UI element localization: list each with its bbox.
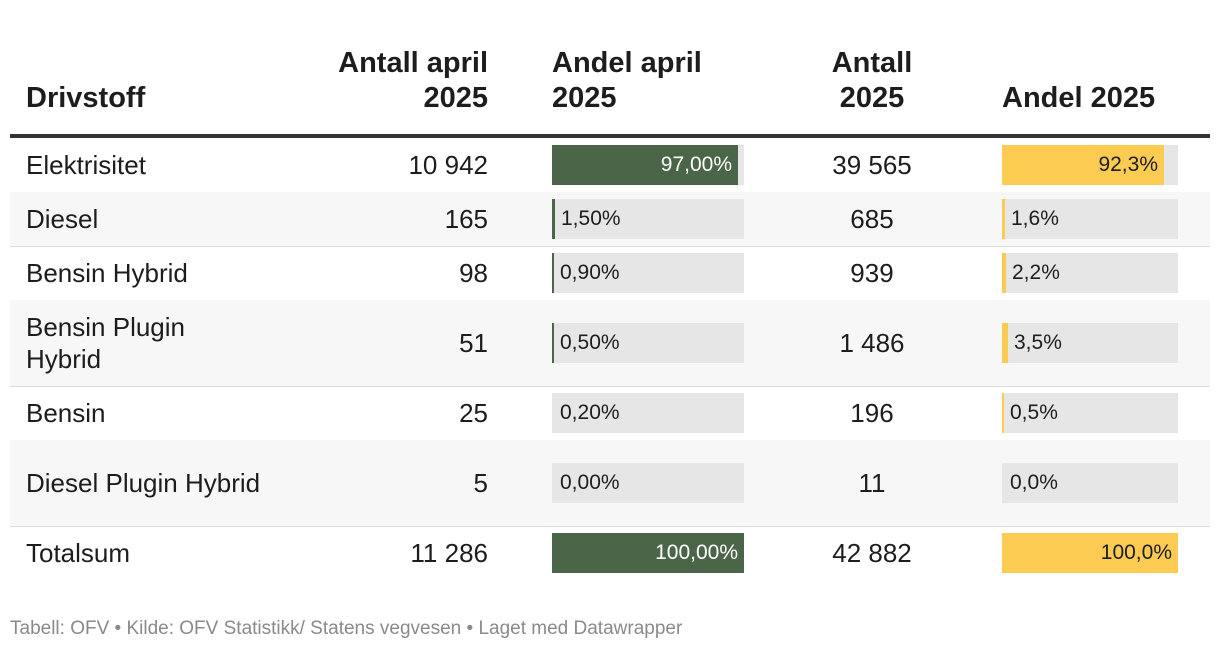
header-antall-2025: Antall 2025 [831, 47, 913, 114]
drivstoff-cell: Totalsum [26, 538, 131, 568]
andel-2025-bar-fill [1002, 323, 1008, 363]
andel-april-bar: 1,50% [552, 199, 744, 239]
andel-april-bar: 97,00% [552, 145, 744, 185]
antall-april-cell: 10 942 [408, 149, 488, 180]
header-drivstoff: Drivstoff [26, 82, 146, 114]
table-row: Elektrisitet 10 942 97,00% 39 565 92,3% [10, 138, 1210, 193]
antall-2025-cell: 39 565 [832, 149, 912, 180]
andel-april-label: 0,50% [560, 331, 620, 354]
footer-credits: Tabell: OFV • Kilde: OFV Statistikk/ Sta… [10, 618, 683, 639]
andel-2025-label: 3,5% [1014, 331, 1062, 354]
andel-april-label: 0,20% [560, 401, 620, 424]
andel-2025-bar-fill [1002, 533, 1178, 573]
andel-april-bar-fill [552, 199, 555, 239]
drivstoff-cell: Bensin Plugin Hybrid [26, 312, 185, 374]
andel-april-bar-fill [552, 323, 554, 363]
antall-april-cell: 165 [444, 203, 488, 234]
andel-2025-bar: 0,5% [1002, 393, 1178, 433]
header-andel-april: Andel april 2025 [552, 47, 702, 114]
antall-april-cell: 98 [459, 257, 488, 288]
header-antall-april: Antall april 2025 [338, 47, 488, 114]
table-row: Totalsum 11 286 100,00% 42 882 100,0% [10, 526, 1210, 580]
andel-2025-bar-fill [1002, 393, 1004, 433]
andel-april-label: 100,00% [655, 541, 738, 564]
antall-april-cell: 11 286 [410, 537, 488, 568]
andel-2025-bar: 92,3% [1002, 145, 1178, 185]
antall-april-cell: 5 [473, 467, 488, 498]
andel-2025-label: 2,2% [1012, 261, 1060, 284]
antall-2025-cell: 196 [850, 397, 894, 428]
table-row: Bensin Hybrid 98 0,90% 939 2,2% [10, 246, 1210, 301]
antall-april-cell: 25 [459, 397, 488, 428]
andel-2025-label: 92,3% [1098, 153, 1158, 176]
andel-april-bar-fill [552, 145, 738, 185]
andel-april-bar-fill [552, 253, 554, 293]
andel-april-bar: 100,00% [552, 533, 744, 573]
andel-2025-label: 0,5% [1010, 401, 1058, 424]
andel-2025-bar-fill [1002, 145, 1164, 185]
drivstoff-cell: Bensin [26, 398, 106, 428]
drivstoff-cell: Diesel Plugin Hybrid [26, 468, 261, 498]
table-row: Bensin Plugin Hybrid 51 0,50% 1 486 3,5% [10, 300, 1210, 387]
table-row: Diesel 165 1,50% 685 1,6% [10, 192, 1210, 247]
drivstoff-cell: Diesel [26, 204, 99, 234]
header-andel-2025: Andel 2025 [1002, 82, 1156, 114]
andel-2025-bar: 100,0% [1002, 533, 1178, 573]
andel-2025-label: 0,0% [1010, 471, 1058, 494]
drivstoff-cell: Bensin Hybrid [26, 258, 188, 288]
andel-april-bar: 0,50% [552, 323, 744, 363]
antall-2025-cell: 1 486 [839, 327, 905, 358]
andel-2025-bar-fill [1002, 199, 1005, 239]
antall-2025-cell: 11 [858, 467, 886, 498]
andel-april-bar-fill [552, 533, 744, 573]
antall-april-cell: 51 [459, 327, 488, 358]
andel-2025-label: 100,0% [1100, 541, 1172, 564]
andel-2025-bar: 2,2% [1002, 253, 1178, 293]
andel-april-bar: 0,90% [552, 253, 744, 293]
andel-2025-bar: 3,5% [1002, 323, 1178, 363]
andel-2025-bar-fill [1002, 253, 1006, 293]
andel-april-label: 0,90% [560, 261, 620, 284]
table-header: Drivstoff Antall april 2025 Andel april … [10, 0, 1210, 138]
table-row: Diesel Plugin Hybrid 5 0,00% 11 0,0% [10, 440, 1210, 527]
andel-2025-label: 1,6% [1011, 207, 1059, 230]
antall-2025-cell: 685 [850, 203, 894, 234]
table-row: Bensin 25 0,20% 196 0,5% [10, 386, 1210, 441]
drivstoff-cell: Elektrisitet [26, 150, 146, 180]
andel-april-label: 97,00% [660, 153, 732, 176]
antall-2025-cell: 42 882 [832, 537, 912, 568]
andel-2025-bar: 0,0% [1002, 463, 1178, 503]
antall-2025-cell: 939 [850, 257, 894, 288]
andel-april-label: 1,50% [561, 207, 621, 230]
andel-2025-bar: 1,6% [1002, 199, 1178, 239]
andel-april-bar: 0,00% [552, 463, 744, 503]
andel-april-label: 0,00% [560, 471, 620, 494]
andel-april-bar: 0,20% [552, 393, 744, 433]
